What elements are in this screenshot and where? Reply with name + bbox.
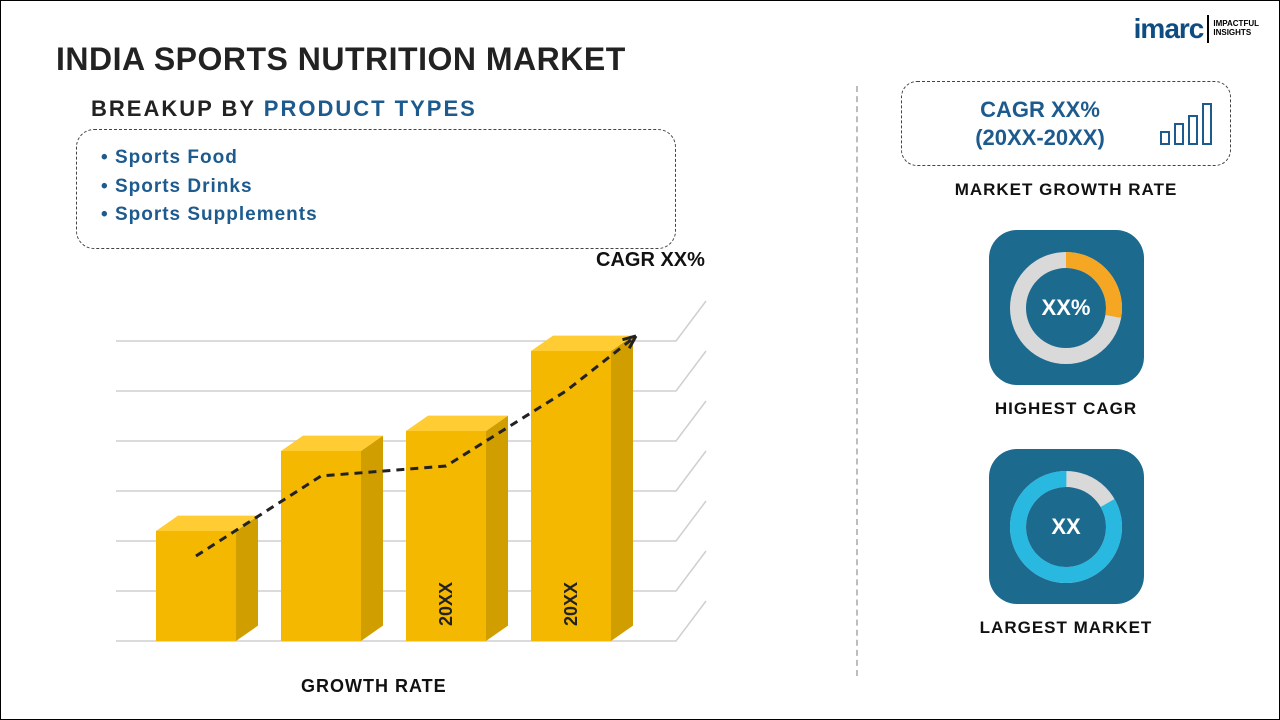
- largest-market-label: LARGEST MARKET: [901, 618, 1231, 638]
- breakup-subtitle: BREAKUP BY PRODUCT TYPES: [91, 96, 477, 122]
- breakup-item: • Sports Food: [101, 144, 651, 173]
- market-growth-rate-label: MARKET GROWTH RATE: [901, 180, 1231, 200]
- logo-divider: [1207, 15, 1209, 43]
- tile-value: XX%: [1042, 295, 1091, 321]
- cagr-summary-box: CAGR XX%(20XX-20XX): [901, 81, 1231, 166]
- logo-text: imarc: [1134, 13, 1204, 45]
- breakup-box: • Sports Food • Sports Drinks • Sports S…: [76, 129, 676, 249]
- brand-logo: imarc IMPACTFUL INSIGHTS: [1134, 13, 1259, 45]
- logo-tagline: IMPACTFUL INSIGHTS: [1213, 20, 1259, 38]
- page-title: INDIA SPORTS NUTRITION MARKET: [56, 41, 626, 78]
- vertical-divider: [856, 86, 858, 676]
- breakup-item: • Sports Supplements: [101, 201, 651, 230]
- breakup-item: • Sports Drinks: [101, 173, 651, 202]
- bars-icon: [1160, 103, 1212, 145]
- largest-market-tile: XX: [989, 449, 1144, 604]
- side-panel: CAGR XX%(20XX-20XX) MARKET GROWTH RATE X…: [901, 81, 1231, 638]
- tile-value: XX: [1051, 514, 1080, 540]
- cagr-summary-text: CAGR XX%(20XX-20XX): [920, 96, 1160, 151]
- svg-text:20XX: 20XX: [561, 582, 581, 626]
- chart-axis-label: GROWTH RATE: [301, 676, 447, 697]
- svg-text:20XX: 20XX: [436, 582, 456, 626]
- bar-chart: 20XX 20XX: [76, 271, 726, 661]
- chart-svg: 20XX 20XX: [76, 271, 726, 661]
- chart-cagr-label: CAGR XX%: [596, 249, 705, 272]
- highest-cagr-tile: XX%: [989, 230, 1144, 385]
- highest-cagr-label: HIGHEST CAGR: [901, 399, 1231, 419]
